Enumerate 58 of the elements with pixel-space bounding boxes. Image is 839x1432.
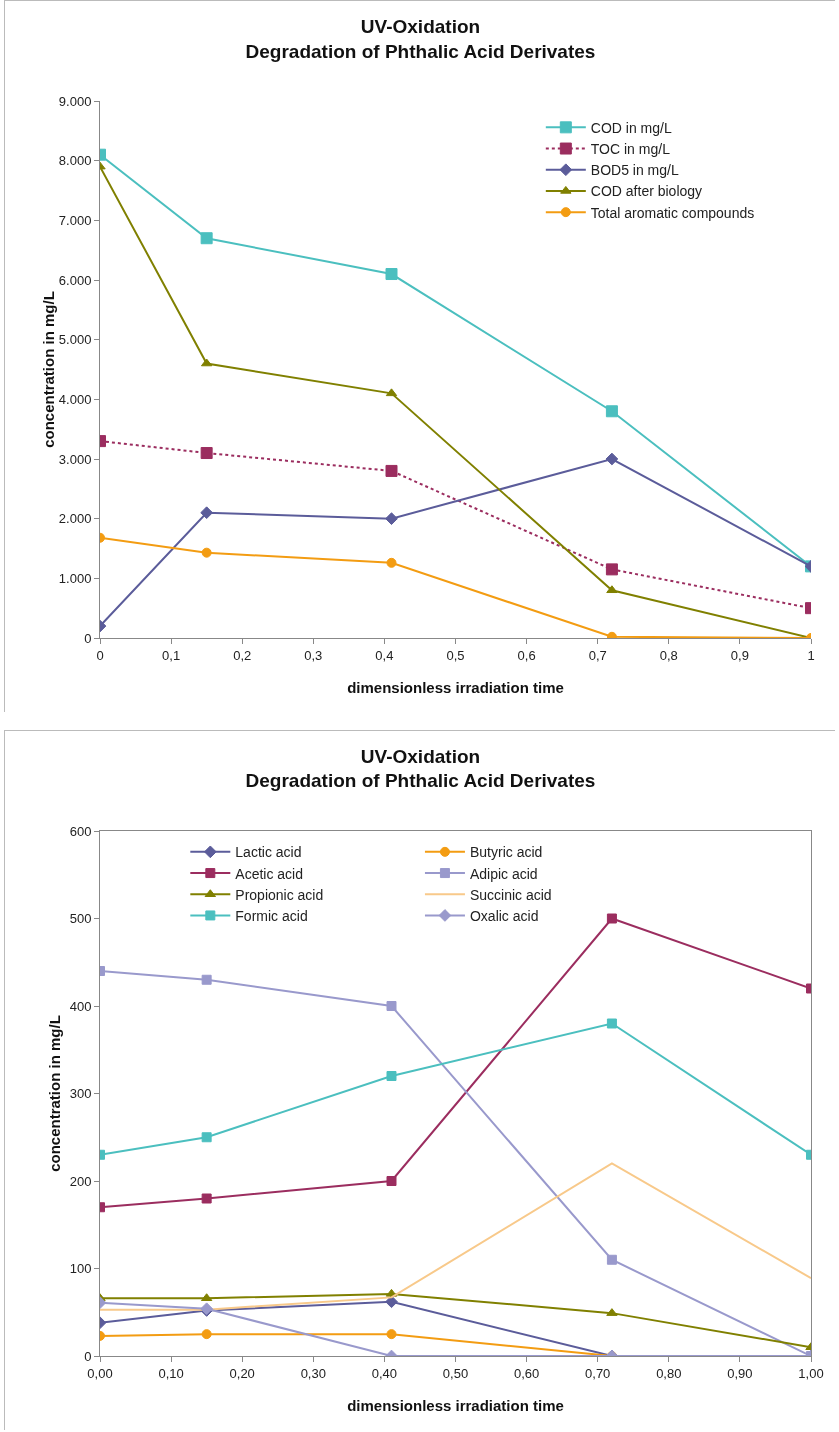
y-tick-label: 100 <box>69 1261 92 1277</box>
y-tick-label: 8.000 <box>58 153 92 169</box>
y-tick-label: 1.000 <box>58 570 92 586</box>
y-tick-label: 4.000 <box>58 391 92 407</box>
x-tick-label: 0 <box>96 647 104 663</box>
y-axis-title: concentration in mg/L <box>39 291 57 448</box>
x-tick-label: 0,80 <box>656 1365 682 1381</box>
legend-label: Acetic acid <box>235 865 304 882</box>
y-tick-label: 6.000 <box>58 272 92 288</box>
x-tick-label: 0,9 <box>730 647 749 663</box>
y-tick-label: 3.000 <box>58 451 92 467</box>
y-tick-label: 400 <box>69 998 92 1014</box>
y-tick-label: 300 <box>69 1086 92 1102</box>
legend-label: BOD5 in mg/L <box>590 162 679 179</box>
x-tick-label: 0,5 <box>446 647 465 663</box>
y-tick-label: 500 <box>69 911 92 927</box>
legend-label: TOC in mg/L <box>590 141 671 157</box>
x-tick-label: 0,60 <box>513 1365 540 1381</box>
legend-label: Total aromatic compounds <box>590 204 755 221</box>
legend-label: Propionic acid <box>235 886 324 903</box>
legend-label: Succinic acid <box>469 886 552 903</box>
x-tick-label: 0,50 <box>442 1365 469 1381</box>
x-tick-label: 0,10 <box>158 1365 184 1381</box>
x-tick-label: 0,1 <box>162 647 181 663</box>
x-tick-label: 0,3 <box>304 647 323 663</box>
legend-label: Lactic acid <box>235 844 302 861</box>
chart-title: UV-Oxidation Degradation of Phthalic Acid Derivates <box>245 745 596 792</box>
x-tick-label: 0,2 <box>233 647 252 663</box>
legend-label: COD after biology <box>590 183 703 200</box>
legend-label: Adipic acid <box>469 865 538 882</box>
y-axis-title: concentration in mg/L <box>46 1015 63 1172</box>
x-axis-title: dimensionless irradiation time <box>347 679 564 696</box>
legend-label: Formic acid <box>235 907 308 924</box>
x-tick-label: 0,40 <box>371 1365 398 1381</box>
x-axis-title: dimensionless irradiation time <box>347 1397 564 1414</box>
x-tick-label: 0,4 <box>375 647 394 663</box>
y-tick-label: 5.000 <box>58 332 92 348</box>
y-tick-label: 9.000 <box>58 93 92 109</box>
x-tick-label: 0,70 <box>585 1365 611 1381</box>
y-tick-label: 0 <box>84 1348 92 1364</box>
chart-title: UV-Oxidation Degradation of Phthalic Acid Derivates <box>245 16 596 62</box>
legend-label: Oxalic acid <box>469 907 539 924</box>
y-tick-label: 2.000 <box>58 511 92 527</box>
x-tick-label: 0,00 <box>87 1365 113 1381</box>
y-tick-label: 7.000 <box>58 212 92 228</box>
x-tick-label: 0,30 <box>300 1365 326 1381</box>
y-tick-label: 200 <box>69 1173 92 1189</box>
x-tick-label: 0,20 <box>229 1365 255 1381</box>
y-tick-label: 0 <box>84 630 92 646</box>
x-tick-label: 0,6 <box>517 647 536 663</box>
legend-label: Butyric acid <box>469 844 543 861</box>
x-tick-label: 0,90 <box>727 1365 753 1381</box>
x-tick-label: 0,7 <box>588 647 607 663</box>
legend-label: COD in mg/L <box>590 119 672 136</box>
x-tick-label: 1,00 <box>798 1365 824 1381</box>
x-tick-label: 0,8 <box>659 647 678 663</box>
y-tick-label: 600 <box>69 823 92 839</box>
x-tick-label: 1 <box>807 647 815 663</box>
